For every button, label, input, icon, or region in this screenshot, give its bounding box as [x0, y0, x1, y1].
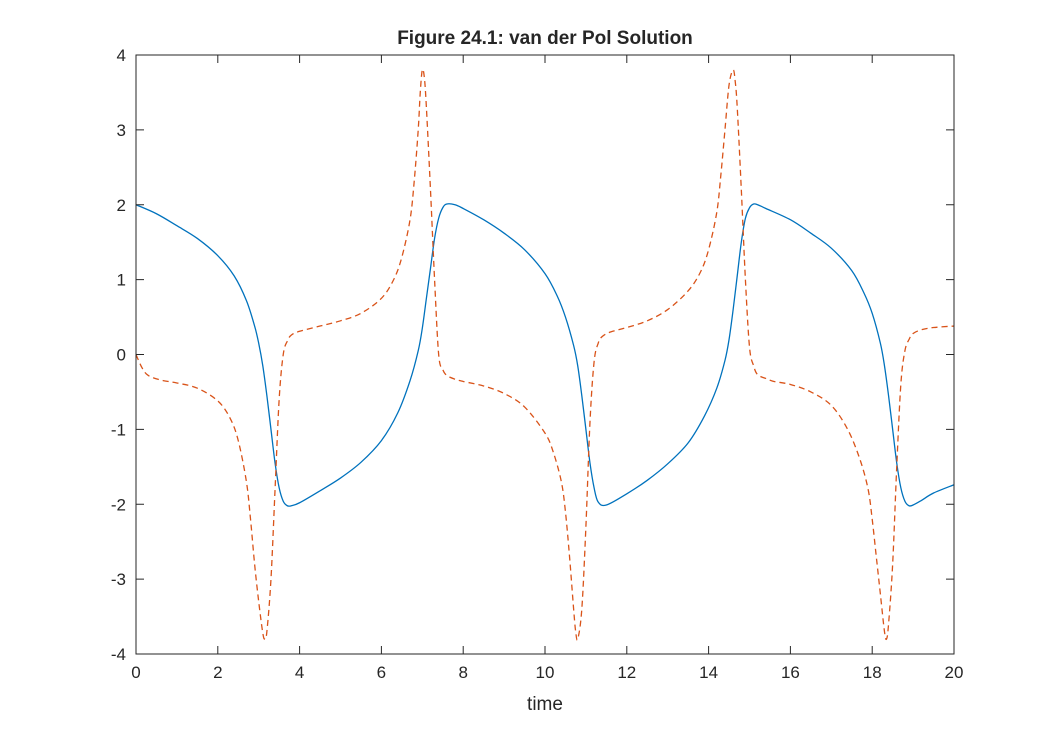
y-tick-label: 4	[117, 46, 126, 65]
y-tick-label: -4	[111, 645, 126, 664]
x-tick-label: 0	[131, 663, 140, 682]
x-tick-label: 16	[781, 663, 800, 682]
y-tick-label: 0	[117, 346, 126, 365]
chart-title: Figure 24.1: van der Pol Solution	[397, 28, 693, 49]
x-tick-label: 14	[699, 663, 718, 682]
y-tick-label: -2	[111, 495, 126, 514]
x-tick-label: 6	[377, 663, 386, 682]
x-tick-label: 2	[213, 663, 222, 682]
y-tick-label: -1	[111, 420, 126, 439]
y-tick-label: 3	[117, 121, 126, 140]
x-tick-label: 18	[863, 663, 882, 682]
series-line-solid	[135, 203, 955, 507]
x-tick-label: 4	[295, 663, 304, 682]
x-tick-label: 10	[536, 663, 555, 682]
axes-box	[135, 54, 955, 655]
y-tick-label: -3	[111, 570, 126, 589]
series-line-dashed	[135, 68, 955, 641]
x-axis-label: time	[527, 694, 563, 715]
y-tick-label: 2	[117, 196, 126, 215]
x-tick-label: 8	[458, 663, 467, 682]
x-tick-label: 12	[617, 663, 636, 682]
x-tick-label: 20	[945, 663, 964, 682]
y-tick-label: 1	[117, 271, 126, 290]
